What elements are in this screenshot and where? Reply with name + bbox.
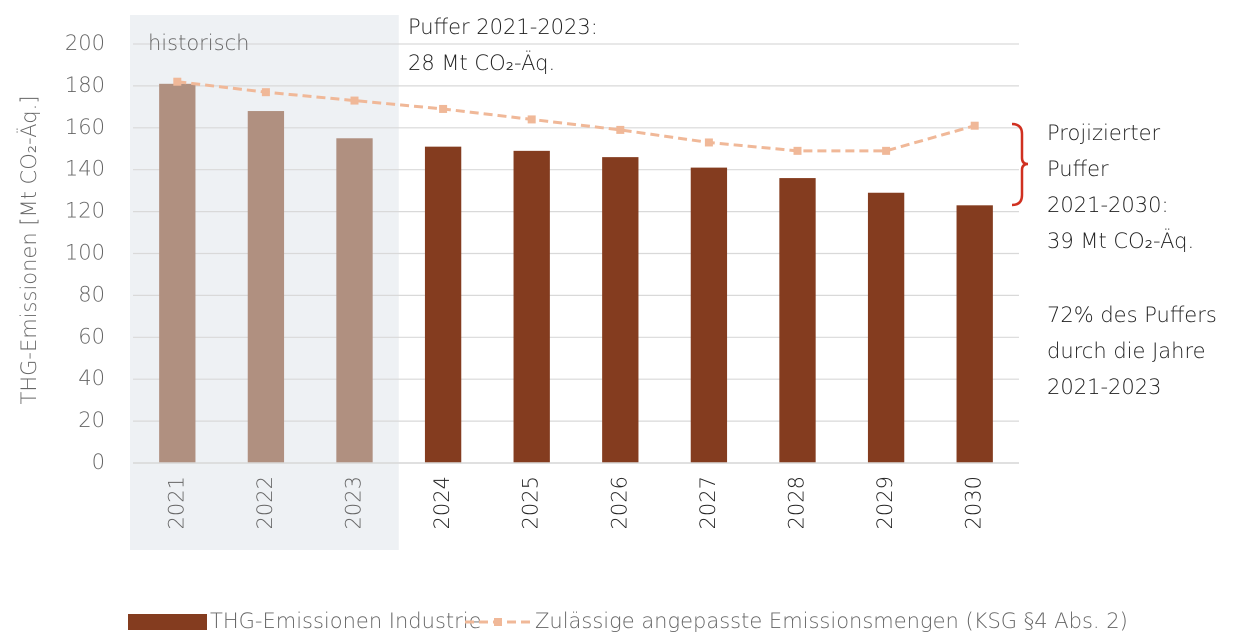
- x-tick-label: 2025: [519, 476, 543, 529]
- legend-swatch: [128, 614, 207, 630]
- bar: [690, 167, 728, 464]
- y-axis-label: THG-Emissionen [Mt CO₂-Äq.]: [15, 96, 41, 405]
- y-tick-label: 120: [65, 199, 105, 223]
- line-marker: [882, 146, 891, 155]
- annotation: 72% des Puffers: [1047, 303, 1217, 327]
- bar: [602, 157, 639, 463]
- bar: [159, 83, 196, 464]
- x-tick-label: 2023: [342, 476, 366, 529]
- y-tick-label: 140: [65, 157, 105, 181]
- line-marker: [350, 96, 359, 105]
- y-tick-label: 80: [78, 282, 105, 306]
- annotation: Projizierter: [1047, 121, 1161, 145]
- legend-label: Zulässige angepasste Emissionsmengen (KS…: [535, 609, 1128, 633]
- y-tick-label: 0: [92, 450, 105, 474]
- line-marker: [439, 104, 448, 113]
- annotation: Puffer: [1047, 157, 1109, 181]
- x-tick-label: 2026: [607, 476, 631, 529]
- x-tick-label: 2022: [253, 476, 277, 529]
- y-tick-label: 100: [65, 241, 105, 265]
- x-tick-label: 2030: [962, 476, 986, 529]
- y-tick-label: 40: [78, 366, 105, 390]
- legend-marker: [494, 618, 502, 626]
- legend-label: THG-Emissionen Industrie: [210, 609, 482, 633]
- line-marker: [261, 88, 270, 97]
- annotation: 2021-2023: [1047, 375, 1161, 399]
- x-tick-label: 2024: [430, 476, 454, 529]
- line-marker: [793, 146, 802, 155]
- bar: [513, 150, 550, 463]
- bar: [956, 205, 993, 463]
- x-tick-label: 2021: [164, 476, 188, 529]
- y-tick-label: 180: [65, 73, 105, 97]
- bar: [779, 178, 816, 463]
- bar: [424, 146, 462, 463]
- bar: [247, 111, 285, 463]
- line-marker: [173, 77, 182, 86]
- line: [177, 80, 976, 153]
- x-tick-label: 2028: [785, 476, 809, 529]
- x-tick-label: 2027: [696, 476, 720, 529]
- y-tick-label: 20: [78, 408, 105, 432]
- bar: [336, 138, 373, 463]
- bracket: [1011, 122, 1029, 207]
- line-marker: [616, 125, 625, 134]
- bar: [867, 192, 905, 463]
- line-marker: [970, 121, 979, 130]
- annotation: 28 Mt CO₂-Äq.: [408, 49, 555, 75]
- line-marker: [527, 115, 536, 124]
- y-tick-label: 60: [78, 324, 105, 348]
- annotation: Puffer 2021-2023:: [408, 15, 598, 39]
- y-tick-label: 160: [65, 115, 105, 139]
- historic-label: historisch: [148, 31, 249, 55]
- annotation: 39 Mt CO₂-Äq.: [1047, 227, 1194, 253]
- annotation: 2021-2030:: [1047, 193, 1169, 217]
- annotation: durch die Jahre: [1047, 339, 1206, 363]
- x-tick-label: 2029: [873, 476, 897, 529]
- line-marker: [704, 138, 713, 147]
- y-tick-label: 200: [65, 31, 105, 55]
